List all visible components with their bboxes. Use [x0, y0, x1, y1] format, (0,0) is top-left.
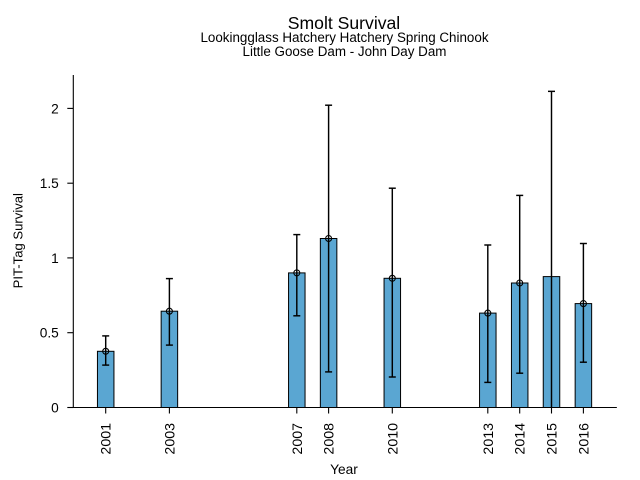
svg-text:2016: 2016	[576, 423, 592, 455]
svg-text:Lookingglass Hatchery Hatchery: Lookingglass Hatchery Hatchery Spring Ch…	[200, 30, 488, 45]
svg-text:0.5: 0.5	[40, 326, 59, 341]
svg-text:2: 2	[51, 101, 59, 116]
svg-text:Little Goose Dam - John Day Da: Little Goose Dam - John Day Dam	[243, 44, 447, 59]
svg-text:2001: 2001	[99, 423, 115, 455]
svg-text:Year: Year	[330, 462, 358, 477]
svg-text:1.5: 1.5	[40, 176, 59, 191]
svg-text:2015: 2015	[545, 423, 561, 455]
svg-text:2003: 2003	[162, 423, 178, 455]
svg-text:1: 1	[51, 251, 59, 266]
svg-text:2014: 2014	[513, 423, 529, 455]
svg-text:0: 0	[51, 401, 59, 416]
svg-text:Smolt Survival: Smolt Survival	[288, 13, 400, 33]
svg-text:2008: 2008	[322, 423, 338, 455]
svg-text:2010: 2010	[385, 423, 401, 455]
svg-text:PIT-Tag Survival: PIT-Tag Survival	[11, 193, 26, 288]
svg-text:2007: 2007	[290, 423, 306, 455]
svg-text:2013: 2013	[481, 423, 497, 455]
